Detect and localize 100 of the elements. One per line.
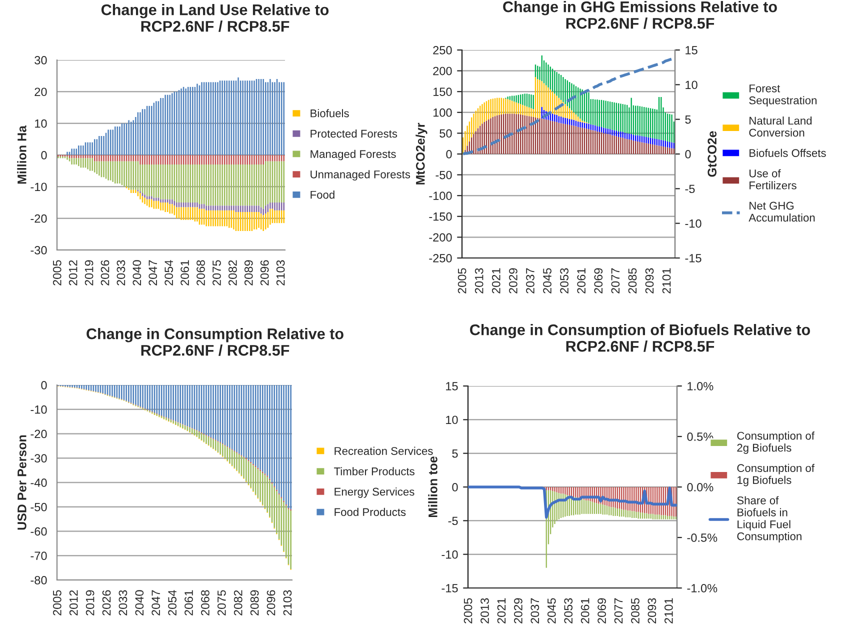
legend-label: Share of Biofuels in Liquid Fuel Consumption	[737, 496, 802, 542]
chart-title: Change in Consumption of Biofuels Relative to RCP2.6NF / RCP8.5F	[470, 324, 810, 352]
x-tick-label: 2061	[580, 598, 590, 624]
legend-label: Consumption of 1g Biofuels	[737, 464, 815, 486]
legend-label: Forest Sequestration	[749, 84, 817, 106]
x-tick-label: 2103	[276, 260, 285, 286]
y-axis-title: MtCO2e/yr	[416, 122, 428, 184]
x-tick-label: 2069	[594, 268, 603, 294]
x-tick-label: 2103	[283, 590, 292, 616]
y-tick-label: -30	[30, 246, 47, 254]
x-tick-label: 2068	[196, 260, 205, 286]
legend-label: Biofuels Offsets	[750, 148, 826, 157]
y-tick-label: -100	[429, 192, 452, 200]
legend-label: Natural Land Conversion	[749, 116, 812, 137]
x-tick-label: 2021	[497, 598, 506, 624]
x-tick-label: 2029	[508, 268, 518, 294]
y-axis-title: Million Ha	[17, 125, 26, 184]
legend-label: Food	[310, 190, 334, 199]
x-tick-label: 2085	[631, 598, 640, 624]
legend-label: Food Products	[334, 508, 406, 516]
y2-tick-label: 5	[685, 115, 691, 124]
legend-label: Net GHG Accumulation	[748, 202, 815, 222]
x-tick-label: 2037	[526, 268, 534, 294]
y-tick-label: -15	[442, 584, 458, 592]
y-tick-label: 20	[34, 88, 47, 96]
y-tick-label: 100	[433, 108, 452, 117]
y-tick-label: -40	[30, 478, 47, 487]
x-tick-label: 2047	[152, 590, 160, 616]
x-tick-label: 2045	[547, 598, 556, 624]
x-tick-label: 2013	[480, 598, 489, 624]
y-tick-label: 30	[34, 56, 47, 64]
legend-label: Recreation Services	[334, 446, 433, 455]
y-tick-label: -50	[30, 502, 47, 512]
x-tick-label: 2069	[598, 598, 606, 624]
y2-tick-label: 0	[685, 150, 691, 158]
x-tick-label: 2077	[611, 268, 620, 294]
y2-axis-title: GtCO2e	[708, 131, 717, 177]
y2-tick-label: -5	[685, 184, 695, 194]
x-tick-label: 2068	[201, 590, 210, 616]
legend-label: Unmanaged Forests	[310, 170, 410, 181]
x-tick-label: 2075	[212, 260, 221, 286]
legend-label: Protected Forests	[310, 129, 398, 138]
chart-title: Change in GHG Emissions Relative to RCP2.6NF / RCP8.5F	[503, 1, 777, 29]
x-tick-label: 2029	[514, 598, 522, 624]
y-tick-label: -80	[30, 576, 47, 584]
x-tick-label: 2089	[244, 260, 253, 286]
x-tick-label: 2045	[543, 268, 552, 294]
y-tick-label: -30	[30, 454, 47, 463]
x-tick-label: 2040	[135, 590, 144, 616]
x-tick-label: 2054	[164, 260, 174, 286]
y-axis-title: USD Per Person	[18, 435, 26, 530]
x-tick-label: 2005	[52, 260, 62, 286]
x-tick-label: 2096	[266, 590, 276, 616]
x-tick-label: 2061	[180, 260, 189, 286]
y-tick-label: 15	[446, 382, 458, 390]
y2-tick-label: -0.5%	[687, 534, 718, 542]
y2-tick-label: 15	[686, 46, 698, 54]
y-tick-label: -60	[30, 527, 47, 536]
x-tick-label: 2019	[84, 260, 94, 286]
y-tick-label: -70	[30, 552, 47, 560]
y-tick-label: -250	[429, 254, 452, 262]
y2-tick-label: -10	[685, 219, 702, 228]
y-tick-label: -150	[429, 212, 452, 221]
x-tick-label: 2005	[458, 268, 466, 294]
x-tick-label: 2026	[102, 590, 111, 616]
x-tick-label: 2075	[217, 590, 226, 616]
x-tick-label: 2040	[132, 260, 142, 286]
y-tick-label: -200	[429, 233, 452, 242]
y2-tick-label: -1.0%	[687, 584, 718, 592]
y-tick-label: 50	[440, 129, 452, 138]
legend-label: Managed Forests	[310, 150, 396, 160]
y-tick-label: 0	[41, 151, 47, 160]
y-tick-label: -10	[442, 550, 458, 559]
y-tick-label: -50	[436, 170, 452, 180]
x-tick-label: 2021	[492, 268, 500, 294]
y-axis-title: Million toe	[428, 456, 438, 518]
y-tick-label: -10	[30, 405, 47, 414]
x-tick-label: 2096	[260, 260, 269, 286]
legend-label: Consumption of 2g Biofuels	[737, 432, 815, 454]
x-tick-label: 2061	[184, 590, 193, 616]
chart-title: Change in Land Use Relative to RCP2.6NF / RCP8.5F	[101, 4, 329, 32]
x-tick-label: 2019	[86, 590, 94, 616]
legend-label: Use of Fertilizers	[750, 169, 796, 190]
y2-tick-label: 10	[686, 80, 698, 90]
x-tick-label: 2005	[52, 590, 62, 616]
legend-label: Timber Products	[334, 467, 414, 476]
x-tick-label: 2093	[645, 268, 654, 294]
y-tick-label: 10	[35, 119, 47, 128]
x-tick-label: 2101	[662, 268, 671, 294]
legend-label: Energy Services	[334, 488, 414, 498]
x-tick-label: 2033	[118, 590, 128, 616]
y-tick-label: 10	[446, 416, 458, 424]
x-tick-label: 2012	[68, 260, 78, 286]
y-tick-label: 0	[446, 150, 452, 158]
y-tick-label: -5	[448, 516, 458, 526]
y-tick-label: 0	[452, 483, 458, 492]
y-tick-label: 250	[433, 46, 452, 54]
y-tick-label: 5	[452, 449, 458, 458]
x-tick-label: 2013	[474, 268, 484, 294]
legend-label: Biofuels	[310, 109, 349, 118]
